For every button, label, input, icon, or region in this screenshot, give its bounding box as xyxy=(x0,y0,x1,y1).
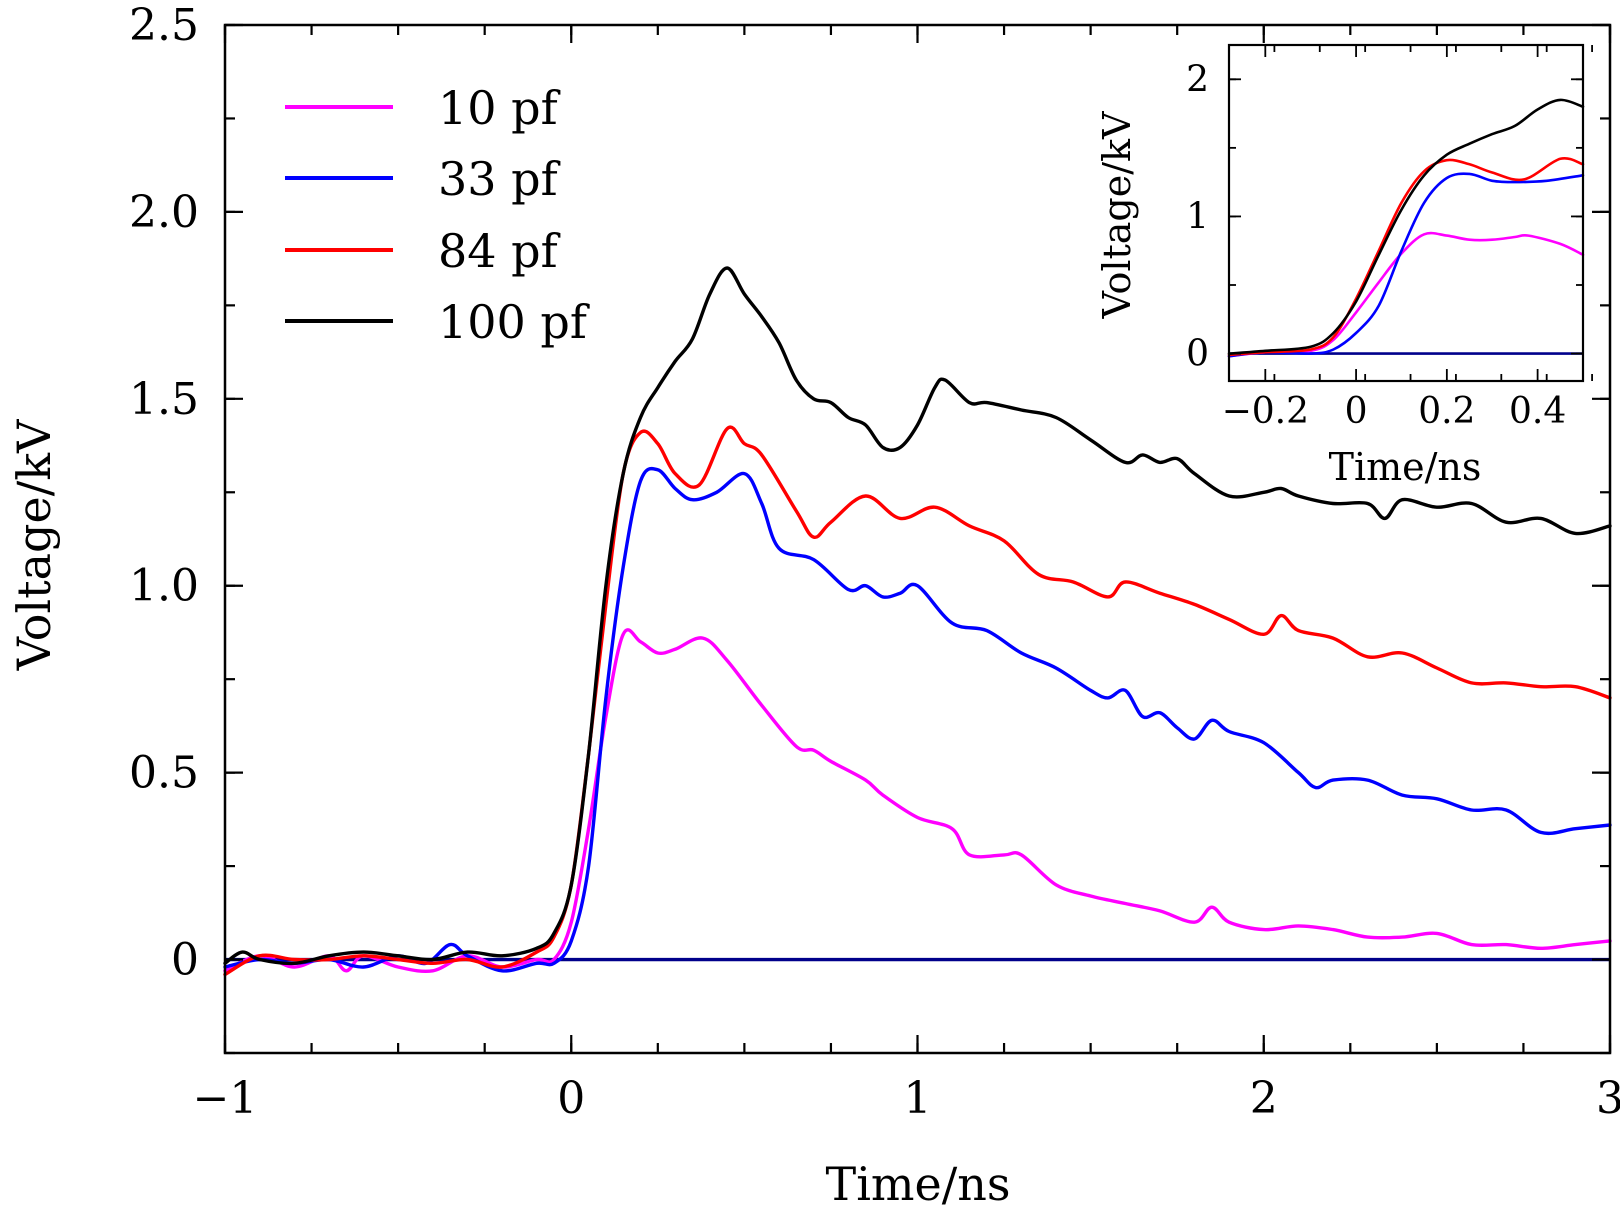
main-plot: −1 0 1 2 3 0 0.5 1.0 1.5 2.0 2.5 Time/ns Voltage/… xyxy=(7,0,1620,1211)
inset-background xyxy=(1227,45,1583,381)
inset-plot: −0.2 0 0.2 0.4 0 1 2 Time/ns Voltage/kV xyxy=(1095,43,1593,489)
inset-series-layer xyxy=(1227,98,1585,358)
main-y-tick-labels: 0 0.5 1.0 1.5 2.0 2.5 xyxy=(129,0,199,986)
main-series-layer xyxy=(223,266,1612,977)
inset-y-tick-label: 1 xyxy=(1186,196,1209,237)
inset-y-tick-labels: 0 1 2 xyxy=(1186,59,1209,374)
main-x-tick-label: 1 xyxy=(904,1073,932,1124)
inset-x-tick-label: 0.2 xyxy=(1418,391,1475,432)
y-axis-title: Voltage/kV xyxy=(7,419,61,671)
main-x-tick-labels: −1 0 1 2 3 xyxy=(193,1073,1620,1124)
inset-series-line-2 xyxy=(1227,156,1585,357)
main-ticks xyxy=(223,23,1612,1055)
inset-x-tick-label: 0 xyxy=(1345,391,1368,432)
main-series-line-1 xyxy=(223,466,1612,973)
legend-label-84pf: 84 pf xyxy=(438,224,561,278)
main-y-tick-label: 2.5 xyxy=(129,0,199,51)
inset-y-tick-label: 0 xyxy=(1186,334,1209,375)
main-x-tick-label: 0 xyxy=(557,1073,585,1124)
inset-y-axis-title: Voltage/kV xyxy=(1095,111,1139,320)
main-series-line-3 xyxy=(223,266,1612,966)
inset-y-tick-label: 2 xyxy=(1186,59,1209,100)
main-series-line-2 xyxy=(223,425,1612,977)
x-axis-title: Time/ns xyxy=(826,1157,1011,1211)
main-y-tick-label: 1.0 xyxy=(129,561,199,612)
inset-x-tick-label: −0.2 xyxy=(1222,391,1309,432)
main-y-tick-label: 1.5 xyxy=(129,374,199,425)
main-y-tick-label: 0.5 xyxy=(129,748,199,799)
legend-label-100pf: 100 pf xyxy=(438,295,590,349)
main-series-line-0 xyxy=(223,628,1612,974)
legend-label-10pf: 10 pf xyxy=(438,81,561,135)
inset-x-axis-title: Time/ns xyxy=(1329,445,1482,489)
inset-ticks xyxy=(1228,45,1593,381)
legend: 10 pf 33 pf 84 pf 100 pf xyxy=(285,81,590,349)
inset-series-line-3 xyxy=(1227,98,1585,355)
main-y-tick-label: 0 xyxy=(171,935,199,986)
main-x-tick-label: −1 xyxy=(193,1073,258,1124)
inset-plot-frame xyxy=(1227,43,1585,383)
inset-series-line-1 xyxy=(1227,172,1585,358)
inset-series-line-0 xyxy=(1227,231,1585,358)
legend-label-33pf: 33 pf xyxy=(438,152,561,206)
main-x-tick-label: 2 xyxy=(1250,1073,1278,1124)
inset-x-tick-label: 0.4 xyxy=(1509,391,1566,432)
inset-x-tick-labels: −0.2 0 0.2 0.4 xyxy=(1222,391,1567,432)
main-x-tick-label: 3 xyxy=(1596,1073,1620,1124)
main-y-tick-label: 2.0 xyxy=(129,187,199,238)
